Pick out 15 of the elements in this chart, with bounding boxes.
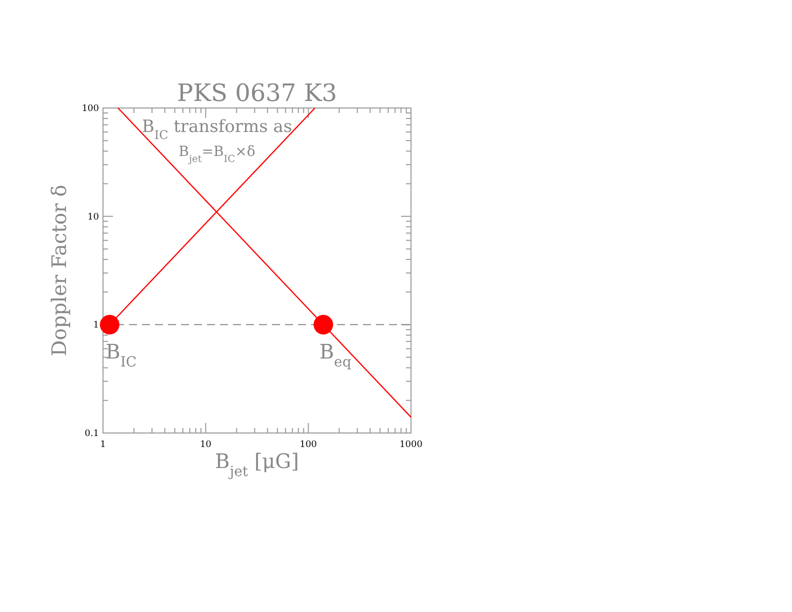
x-axis-title: B$_{jet}$ [μG] <box>215 449 299 480</box>
y-tick-label: 10 <box>88 212 100 222</box>
y-tick-label: 1 <box>93 320 99 331</box>
y-tick-label: 100 <box>82 104 100 114</box>
x-tick-label: 100 <box>300 440 318 450</box>
x-tick-label: 10 <box>200 440 212 450</box>
chart-title: PKS 0637 K3 <box>176 79 338 107</box>
y-axis-title: Doppler Factor δ <box>47 184 71 356</box>
annotation: B$_{eq}$ <box>319 340 352 371</box>
x-tick-label: 1 <box>100 440 106 450</box>
x-tick-label: 1000 <box>400 440 423 450</box>
y-tick-label: 0.1 <box>84 429 99 439</box>
annotation: B$_{IC}$ <box>106 340 137 371</box>
annotation: B$_{IC}$ transforms as <box>142 117 292 142</box>
annotation: B$_{jet}$=B$_{IC}$×δ <box>178 144 256 164</box>
